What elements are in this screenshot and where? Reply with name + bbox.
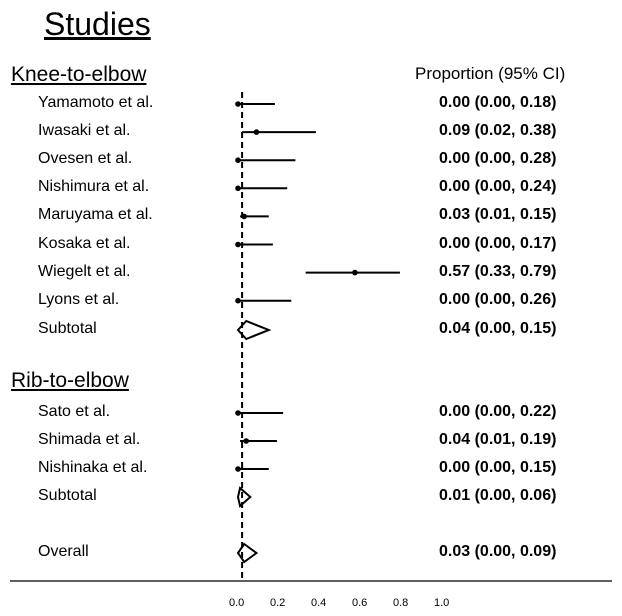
- summary-text: 0.01 (0.00, 0.06): [439, 487, 557, 504]
- x-tick-label: 0.0: [229, 597, 245, 609]
- study-label: Nishimura et al.: [38, 178, 150, 196]
- study-label: Iwasaki et al.: [38, 122, 131, 140]
- point-estimate: [235, 101, 241, 107]
- estimate-text: 0.57 (0.33, 0.79): [439, 262, 557, 280]
- summary-label: Subtotal: [38, 487, 97, 504]
- chart-title: Studies: [44, 6, 151, 42]
- study-label: Shimada et al.: [38, 431, 141, 448]
- estimate-text: 0.00 (0.00, 0.24): [439, 178, 557, 196]
- summary-label: Overall: [38, 543, 89, 560]
- summary-diamond: [236, 542, 259, 564]
- estimate-text: 0.00 (0.00, 0.15): [439, 459, 557, 476]
- x-tick-label: 0.2: [270, 597, 286, 609]
- study-label: Nishinaka et al.: [38, 459, 148, 476]
- point-estimate: [235, 410, 241, 416]
- study-label: Wiegelt et al.: [38, 262, 131, 280]
- study-label: Ovesen et al.: [38, 150, 133, 168]
- point-estimate: [235, 157, 241, 163]
- point-estimate: [253, 129, 260, 135]
- point-estimate: [235, 297, 241, 304]
- x-tick-label: 1.0: [434, 597, 450, 609]
- summary-diamond: [236, 319, 272, 341]
- estimate-text: 0.00 (0.00, 0.17): [439, 234, 557, 252]
- estimate-text: 0.03 (0.01, 0.15): [439, 206, 557, 224]
- estimate-text: 0.00 (0.00, 0.22): [439, 403, 557, 420]
- estimate-text: 0.00 (0.00, 0.18): [439, 94, 557, 111]
- estimate-text: 0.09 (0.02, 0.38): [439, 122, 557, 140]
- study-label: Maruyama et al.: [38, 206, 153, 224]
- x-tick-label: 0.4: [311, 597, 327, 609]
- summary-label: Subtotal: [38, 320, 97, 337]
- group-heading-rib-to-elbow: Rib-to-elbow: [11, 369, 129, 392]
- estimate-text: 0.00 (0.00, 0.28): [439, 150, 557, 168]
- study-label: Yamamoto et al.: [38, 94, 154, 111]
- study-label: Kosaka et al.: [38, 234, 131, 252]
- estimate-text: 0.04 (0.01, 0.19): [439, 431, 557, 448]
- x-tick-label: 0.8: [393, 597, 409, 609]
- point-estimate: [235, 185, 241, 192]
- x-tick-label: 0.6: [352, 597, 368, 609]
- summary-diamond: [236, 486, 252, 508]
- point-estimate: [243, 438, 249, 444]
- column-header: Proportion (95% CI): [415, 64, 566, 83]
- study-label: Lyons et al.: [38, 290, 120, 308]
- point-estimate: [235, 466, 241, 472]
- point-estimate: [235, 241, 241, 248]
- estimate-text: 0.00 (0.00, 0.26): [439, 290, 557, 308]
- summary-text: 0.04 (0.00, 0.15): [439, 320, 557, 337]
- summary-text: 0.03 (0.00, 0.09): [439, 543, 557, 560]
- group-heading-knee-to-elbow: Knee-to-elbow: [11, 63, 147, 86]
- study-label: Sato et al.: [38, 403, 111, 420]
- point-estimate: [352, 269, 358, 276]
